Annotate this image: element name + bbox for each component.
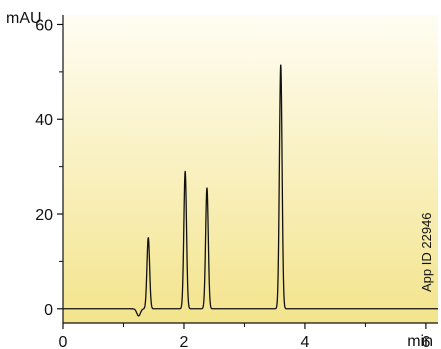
y-tick-label: 60 — [35, 17, 53, 34]
x-tick-label: 2 — [180, 334, 189, 349]
x-tick-label: 0 — [59, 334, 68, 349]
x-axis-unit-label: min — [407, 333, 433, 349]
app-id-annotation: App ID 22946 — [419, 212, 434, 292]
x-tick-label: 4 — [300, 334, 309, 349]
y-tick-label: 20 — [35, 207, 53, 224]
plot-area-background — [63, 15, 438, 323]
y-tick-label: 0 — [44, 302, 53, 319]
y-axis: 0 20 40 60 — [35, 15, 64, 323]
x-axis: 0 2 4 6 — [59, 322, 438, 349]
chromatogram-trace — [62, 64, 439, 317]
x-tick-label: 6 — [421, 334, 430, 349]
y-axis-unit-label: mAU — [6, 10, 42, 27]
y-tick-label: 40 — [35, 112, 53, 129]
